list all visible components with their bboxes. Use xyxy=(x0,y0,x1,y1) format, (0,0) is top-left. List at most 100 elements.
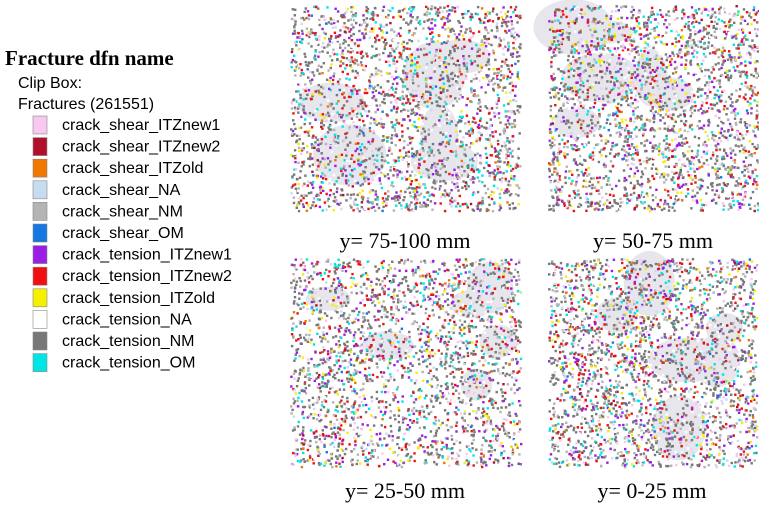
crack-point xyxy=(316,159,319,162)
crack-point xyxy=(703,35,706,39)
crack-point xyxy=(405,21,408,24)
crack-point xyxy=(505,44,509,47)
crack-point xyxy=(322,62,325,65)
crack-point xyxy=(673,18,677,21)
crack-point xyxy=(316,69,319,72)
crack-point xyxy=(346,50,350,53)
crack-point xyxy=(724,152,728,155)
crack-point xyxy=(682,183,685,186)
crack-point xyxy=(405,94,408,98)
crack-point xyxy=(377,168,381,171)
crack-point xyxy=(309,79,312,83)
crack-point xyxy=(310,191,313,194)
crack-point xyxy=(638,196,641,199)
crack-point xyxy=(303,111,306,114)
crack-point xyxy=(611,53,614,56)
crack-point xyxy=(640,126,643,130)
crack-point xyxy=(649,129,652,132)
crack-point xyxy=(424,135,427,139)
crack-point xyxy=(373,158,377,161)
crack-point xyxy=(615,184,618,188)
crack-point xyxy=(305,201,308,205)
crack-point xyxy=(412,155,415,159)
crack-point xyxy=(307,89,311,92)
crack-point xyxy=(451,83,454,87)
crack-point xyxy=(485,64,488,67)
crack-point xyxy=(597,81,601,84)
crack-point xyxy=(294,127,297,131)
crack-point xyxy=(595,45,598,48)
crack-point xyxy=(638,67,642,70)
crack-point xyxy=(564,176,567,179)
crack-point xyxy=(554,44,558,47)
crack-point xyxy=(665,59,668,62)
crack-point xyxy=(586,110,590,113)
crack-point xyxy=(442,86,446,89)
crack-point xyxy=(370,116,373,120)
crack-point xyxy=(382,126,385,129)
crack-point xyxy=(756,72,759,75)
crack-point xyxy=(453,49,456,53)
crack-point xyxy=(755,147,758,150)
crack-point xyxy=(430,166,433,169)
crack-point xyxy=(682,162,686,166)
crack-point xyxy=(617,93,620,96)
crack-point xyxy=(490,29,493,32)
crack-point xyxy=(296,203,299,207)
crack-point xyxy=(290,192,293,195)
crack-point xyxy=(426,52,429,56)
crack-point xyxy=(663,204,666,208)
crack-point xyxy=(693,135,697,139)
crack-point xyxy=(721,190,724,194)
crack-point xyxy=(643,206,646,210)
crack-point xyxy=(492,184,496,187)
crack-point xyxy=(664,145,667,148)
crack-point xyxy=(297,168,300,172)
crack-point xyxy=(622,28,626,31)
crack-point xyxy=(323,18,326,21)
crack-point xyxy=(469,100,472,103)
crack-point xyxy=(404,159,407,163)
crack-point xyxy=(356,89,359,93)
crack-point xyxy=(485,38,489,41)
crack-point xyxy=(371,30,374,33)
crack-point xyxy=(390,86,393,89)
crack-point xyxy=(641,54,644,58)
crack-point xyxy=(611,165,615,168)
crack-point xyxy=(315,174,318,177)
crack-point xyxy=(473,177,476,180)
crack-point xyxy=(395,67,398,70)
crack-point xyxy=(750,45,753,48)
crack-point xyxy=(494,72,497,75)
crack-point xyxy=(561,185,564,189)
crack-point xyxy=(363,45,366,48)
crack-point xyxy=(549,115,552,118)
crack-point xyxy=(744,97,747,101)
crack-point xyxy=(502,207,505,210)
crack-point xyxy=(688,159,691,163)
crack-point xyxy=(658,142,661,146)
crack-point xyxy=(328,45,332,49)
crack-point xyxy=(380,92,383,96)
crack-point xyxy=(587,166,590,170)
crack-point xyxy=(305,34,308,37)
crack-point xyxy=(356,71,359,75)
crack-point xyxy=(640,49,643,52)
crack-point xyxy=(647,18,650,22)
crack-point xyxy=(710,44,714,47)
crack-point xyxy=(345,174,348,178)
crack-point xyxy=(654,144,657,147)
crack-point xyxy=(319,103,323,107)
crack-point xyxy=(700,62,703,66)
crack-point xyxy=(648,100,651,104)
crack-point xyxy=(408,119,412,122)
crack-point xyxy=(345,77,348,80)
crack-point xyxy=(417,55,420,58)
crack-point xyxy=(719,176,723,179)
crack-point xyxy=(444,143,447,146)
crack-point xyxy=(722,189,725,192)
crack-point xyxy=(467,185,470,188)
crack-point xyxy=(469,18,472,21)
crack-point xyxy=(604,142,608,145)
crack-point xyxy=(579,162,582,165)
